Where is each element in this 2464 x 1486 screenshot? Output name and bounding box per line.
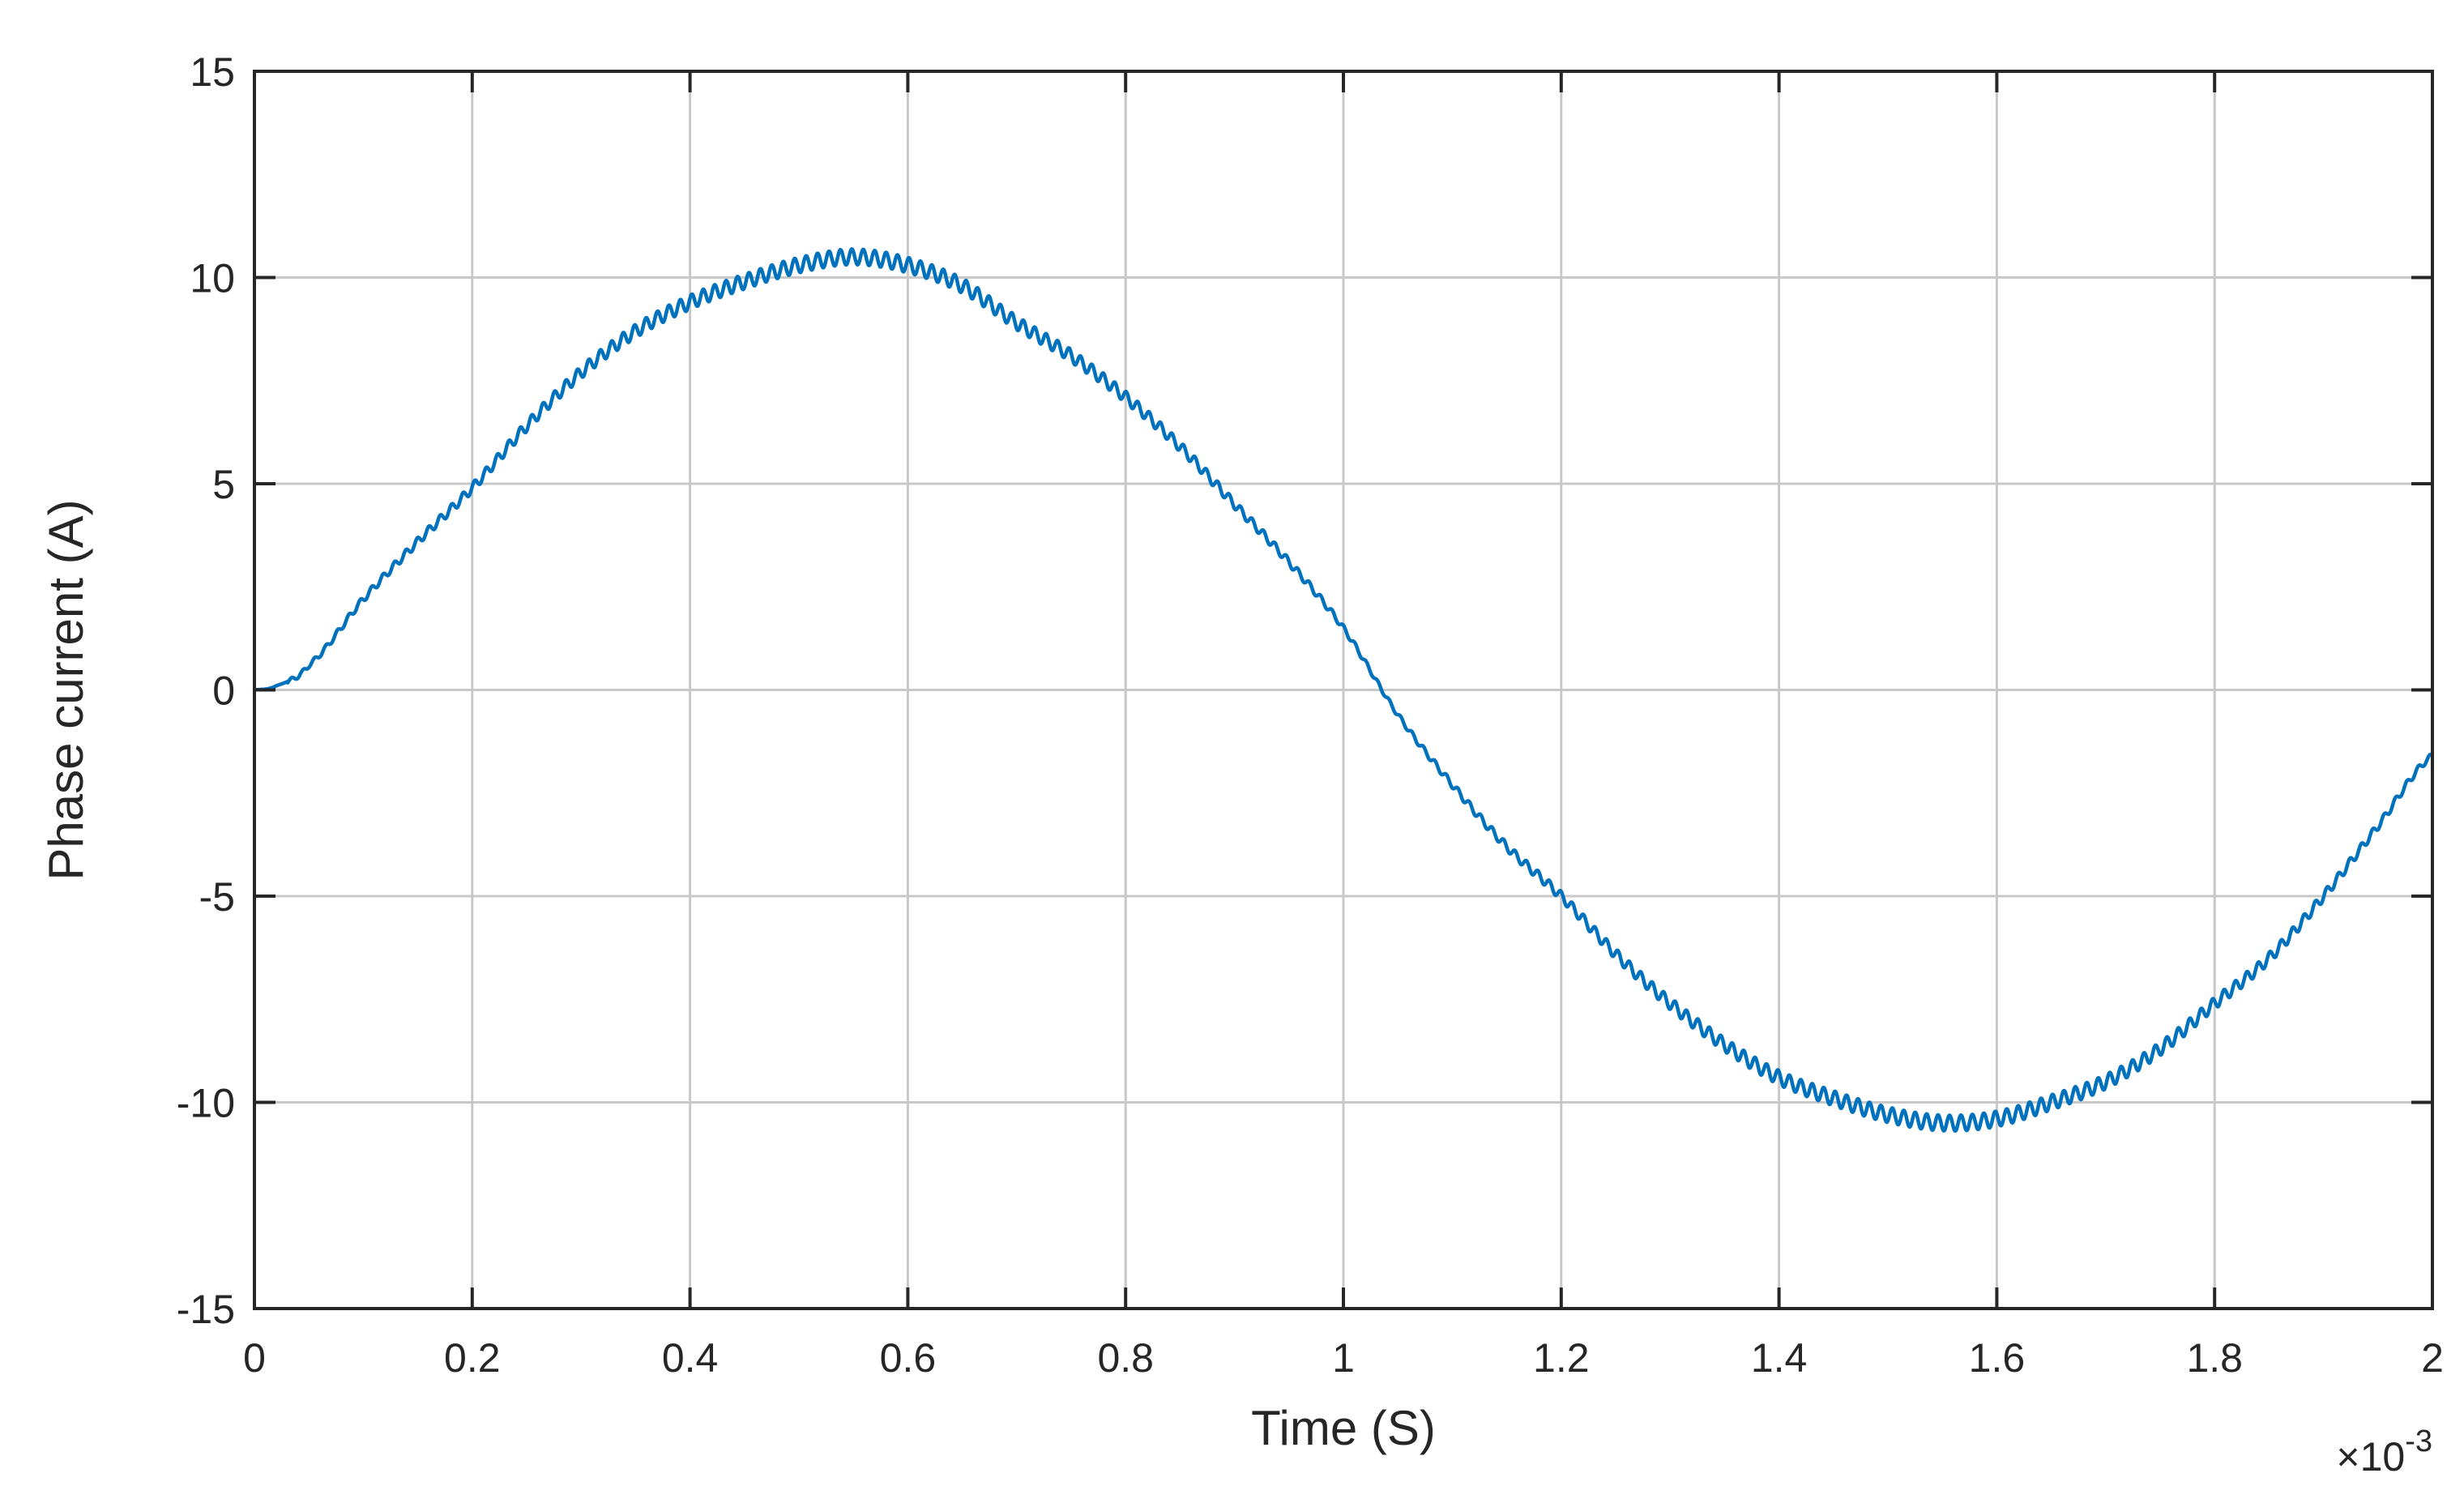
grid-lines	[253, 70, 2434, 1310]
x-axis-multiplier: ×10-3	[2336, 1424, 2432, 1480]
y-tick-label: 15	[190, 49, 235, 95]
y-tick-label: -10	[177, 1081, 235, 1126]
x-tick-label: 0.6	[880, 1335, 937, 1381]
x-tick-label: 0.8	[1097, 1335, 1154, 1381]
y-axis-title: Phase current (A)	[39, 499, 93, 880]
x-axis-multiplier-exponent: -3	[2405, 1424, 2432, 1458]
x-axis-multiplier-base: ×10	[2336, 1434, 2405, 1480]
x-tick-label: 1.4	[1751, 1335, 1808, 1381]
y-tick-label: 10	[190, 256, 235, 301]
x-axis-title: Time (S)	[1251, 1401, 1436, 1455]
x-tick-label: 1	[1332, 1335, 1355, 1381]
y-tick-label: -15	[177, 1287, 235, 1332]
series-line	[253, 247, 2434, 1134]
x-tick-label: 1.8	[2186, 1335, 2243, 1381]
y-tick-label: -5	[199, 874, 235, 920]
y-tick-label: 5	[212, 462, 235, 507]
x-tick-label: 0	[243, 1335, 266, 1381]
tick-labels: 0 0.2 0.4 0.6 0.8 1 1.2 1.4 1.6 1.8 2 15 10 5 0 -5 -10 -1…	[177, 49, 2444, 1381]
series-layer	[253, 247, 2434, 1134]
x-tick-label: 2	[2421, 1335, 2444, 1381]
axis-ticks	[253, 70, 2434, 1310]
x-tick-label: 0.2	[444, 1335, 501, 1381]
x-tick-label: 1.6	[1969, 1335, 2026, 1381]
x-tick-label: 0.4	[662, 1335, 719, 1381]
y-tick-label: 0	[212, 668, 235, 714]
x-tick-label: 1.2	[1533, 1335, 1590, 1381]
